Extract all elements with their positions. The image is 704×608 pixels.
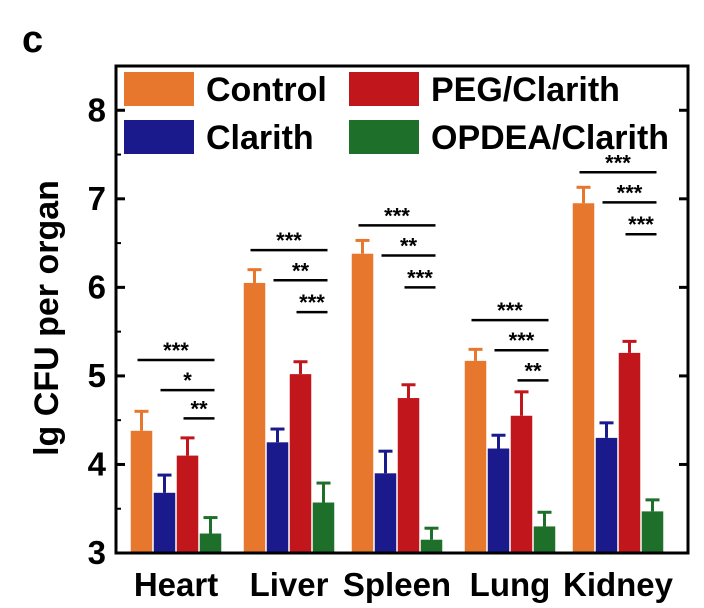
bar — [420, 539, 443, 553]
significance-label: ** — [190, 396, 208, 421]
legend-label: Clarith — [206, 119, 314, 157]
legend-label: PEG/Clarith — [431, 71, 620, 109]
bar — [312, 502, 335, 553]
bar — [351, 253, 374, 553]
significance-label: * — [183, 368, 192, 393]
legend-swatch — [124, 120, 194, 154]
legend: Control Clarith PEG/Clarith OPDEA/Clarith — [124, 71, 669, 157]
significance-label: *** — [276, 228, 302, 253]
bar — [289, 374, 312, 553]
legend-label: Control — [206, 71, 327, 109]
legend-swatch — [349, 120, 419, 154]
y-tick-label: 7 — [88, 180, 106, 217]
bar — [510, 415, 533, 553]
significance-label: *** — [299, 290, 325, 315]
significance-label: *** — [407, 265, 433, 290]
significance-label: ** — [400, 233, 418, 258]
bar — [176, 455, 199, 553]
significance-label: ** — [292, 258, 310, 283]
significance-label: *** — [384, 203, 410, 228]
x-axis-labels: Heart Liver Spleen Lung Kidney — [134, 566, 674, 603]
panel-label: c — [22, 19, 43, 61]
bar — [618, 352, 641, 553]
bars-group — [130, 185, 664, 553]
significance-group: *************************************** — [137, 150, 657, 421]
x-tick-label: Liver — [250, 566, 329, 603]
significance-label: *** — [617, 180, 643, 205]
bar — [572, 203, 595, 553]
y-axis-label: lg CFU per organ — [28, 180, 66, 456]
x-tick-label: Spleen — [343, 566, 451, 603]
bar — [130, 430, 153, 553]
y-tick-label: 5 — [88, 357, 106, 394]
x-tick-label: Lung — [470, 566, 551, 603]
bar — [243, 282, 266, 553]
significance-label: *** — [509, 328, 535, 353]
bar — [641, 511, 664, 553]
x-tick-label: Heart — [134, 566, 218, 603]
y-tick-label: 8 — [88, 91, 106, 128]
plot-frame — [114, 64, 690, 555]
significance-label: *** — [497, 298, 523, 323]
significance-label: *** — [628, 212, 654, 237]
bar — [397, 398, 420, 553]
bar — [464, 360, 487, 553]
bar — [199, 533, 222, 553]
bar — [595, 437, 618, 553]
significance-label: *** — [605, 150, 631, 175]
bar — [266, 442, 289, 553]
bar — [533, 526, 556, 553]
bar — [153, 492, 176, 553]
legend-label: OPDEA/Clarith — [431, 119, 669, 157]
x-tick-label: Kidney — [563, 566, 674, 603]
significance-label: *** — [163, 338, 189, 363]
legend-swatch — [349, 72, 419, 106]
significance-label: ** — [524, 358, 542, 383]
bar — [374, 473, 397, 553]
y-tick-label: 3 — [88, 534, 106, 571]
y-tick-label: 6 — [88, 268, 106, 305]
legend-swatch — [124, 72, 194, 106]
y-tick-label: 4 — [88, 445, 107, 482]
bar — [487, 448, 510, 553]
